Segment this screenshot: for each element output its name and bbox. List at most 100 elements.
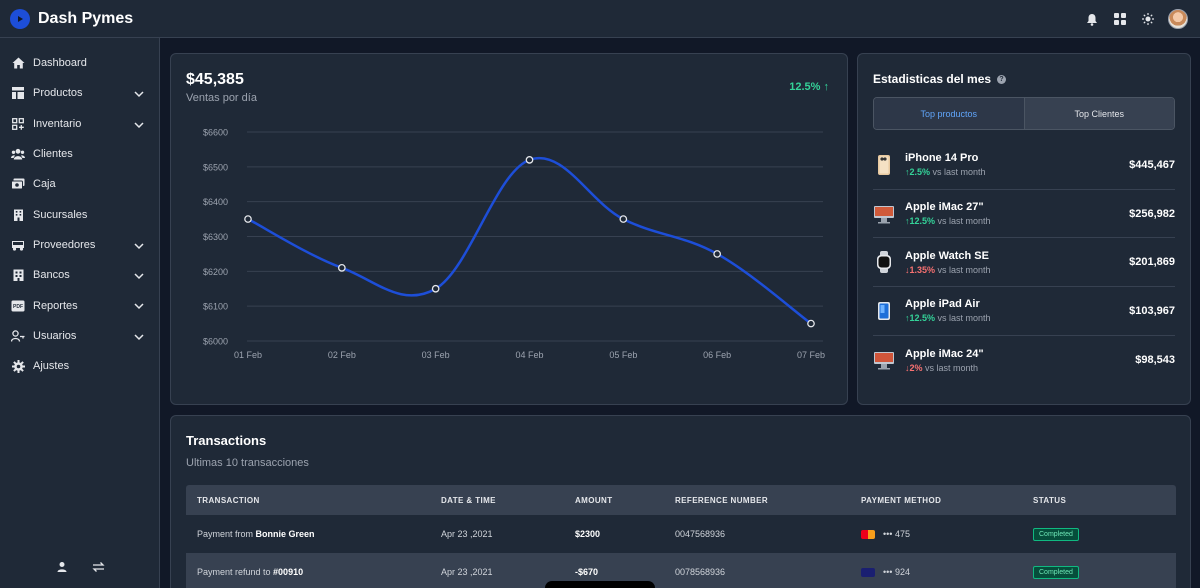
bell-icon[interactable] bbox=[1084, 11, 1100, 27]
product-thumbnail-icon bbox=[873, 300, 895, 322]
sidebar-item-ajustes[interactable]: Ajustes bbox=[0, 351, 159, 381]
product-name: Apple iPad Air bbox=[905, 298, 980, 311]
profile-icon[interactable] bbox=[56, 560, 68, 578]
tab-top-productos[interactable]: Top productos bbox=[874, 98, 1025, 129]
list-item[interactable]: Apple iMac 24" ↓2% vs last month $98,543 bbox=[873, 336, 1175, 385]
sidebar-item-label: Inventario bbox=[33, 117, 82, 130]
apps-grid-icon[interactable] bbox=[1112, 11, 1128, 27]
chevron-down-icon[interactable] bbox=[133, 299, 145, 311]
change-note: vs last month bbox=[937, 216, 991, 227]
sidebar-item-label: Ajustes bbox=[33, 360, 70, 373]
product-change: ↑12.5% vs last month bbox=[905, 313, 991, 323]
arrow-up-icon: ↑ bbox=[905, 313, 910, 324]
status-badge: Completed bbox=[1033, 565, 1079, 579]
list-item[interactable]: Apple Watch SE ↓1.35% vs last month $201,8… bbox=[873, 238, 1175, 288]
data-point[interactable] bbox=[244, 215, 252, 223]
chevron-down-icon[interactable] bbox=[133, 269, 145, 281]
product-name: Apple Watch SE bbox=[905, 249, 989, 262]
status-cell: Completed bbox=[1033, 527, 1176, 541]
data-point[interactable] bbox=[431, 284, 440, 293]
transaction-prefix: Payment from bbox=[197, 529, 256, 539]
change-percent: 1.35% bbox=[909, 264, 936, 275]
tab-top-clientes[interactable]: Top Clientes bbox=[1024, 98, 1174, 129]
sidebar-item-sucursales[interactable]: Sucursales bbox=[0, 199, 159, 229]
change-value: ↑2.5% bbox=[905, 167, 930, 177]
chevron-down-icon[interactable] bbox=[133, 239, 145, 251]
product-value: $256,982 bbox=[1129, 207, 1175, 220]
svg-text:PDF: PDF bbox=[13, 304, 23, 310]
product-change: ↓2% vs last month bbox=[905, 363, 984, 373]
product-change: ↑12.5% vs last month bbox=[905, 216, 991, 226]
change-note: vs last month bbox=[925, 362, 979, 373]
product-name: Apple iMac 27" bbox=[905, 201, 984, 214]
status-cell: Completed bbox=[1033, 565, 1176, 579]
product-value: $445,467 bbox=[1129, 158, 1175, 171]
help-icon[interactable]: ? bbox=[997, 74, 1007, 84]
sidebar-item-label: Proveedores bbox=[33, 238, 96, 251]
brand[interactable]: Dash Pymes bbox=[10, 8, 133, 29]
sidebar-item-clientes[interactable]: Clientes bbox=[0, 139, 159, 169]
data-point[interactable] bbox=[807, 319, 815, 328]
sidebar-item-dashboard[interactable]: Dashboard bbox=[0, 48, 159, 78]
sales-amount: $45,385 bbox=[186, 71, 244, 88]
table-row[interactable]: Payment from Bonnie Green Apr 23 ,2021 $23… bbox=[186, 515, 1176, 553]
data-point[interactable] bbox=[525, 156, 534, 164]
sidebar-item-label: Sucursales bbox=[33, 208, 88, 221]
chevron-down-icon[interactable] bbox=[133, 330, 145, 342]
amount-value: $2300 bbox=[575, 529, 601, 539]
product-change: ↓1.35% vs last month bbox=[905, 265, 991, 275]
data-point[interactable] bbox=[713, 250, 722, 258]
sidebar-item-label: Caja bbox=[33, 178, 56, 191]
chevron-down-icon[interactable] bbox=[133, 87, 145, 99]
avatar[interactable] bbox=[1168, 9, 1188, 29]
change-value: ↓1.35% bbox=[905, 265, 935, 275]
sidebar-item-usuarios[interactable]: Usuarios bbox=[0, 321, 159, 351]
sidebar-item-label: Reportes bbox=[33, 299, 78, 312]
scroll-indicator[interactable] bbox=[545, 581, 655, 588]
truck-icon bbox=[11, 238, 25, 252]
chevron-down-icon[interactable] bbox=[133, 118, 145, 130]
sidebar-item-productos[interactable]: Productos bbox=[0, 78, 159, 108]
sidebar-item-label: Clientes bbox=[33, 148, 73, 161]
sun-icon[interactable] bbox=[1140, 11, 1156, 27]
sidebar-item-caja[interactable]: Caja bbox=[0, 169, 159, 199]
y-tick-label: $6400 bbox=[203, 197, 228, 207]
y-tick-label: $6200 bbox=[203, 267, 228, 277]
data-point[interactable] bbox=[337, 264, 346, 272]
sidebar-item-proveedores[interactable]: Proveedores bbox=[0, 230, 159, 260]
building-icon bbox=[11, 208, 25, 222]
sidebar-item-bancos[interactable]: Bancos bbox=[0, 260, 159, 290]
y-tick-label: $6100 bbox=[203, 302, 228, 312]
list-item[interactable]: Apple iPad Air ↑12.5% vs last month $103,9… bbox=[873, 287, 1175, 336]
change-note: vs last month bbox=[937, 313, 991, 324]
change-value: ↑12.5% bbox=[905, 216, 935, 226]
product-value: $103,967 bbox=[1129, 304, 1175, 317]
product-change: ↑2.5% vs last month bbox=[905, 167, 986, 177]
stats-title: Estadisticas del mes ? bbox=[873, 72, 1007, 86]
card-last-digits: ••• 924 bbox=[883, 566, 910, 577]
y-tick-label: $6000 bbox=[203, 337, 228, 347]
user-key-icon bbox=[11, 329, 25, 343]
y-tick-label: $6600 bbox=[203, 128, 228, 138]
gear-icon bbox=[11, 359, 25, 373]
product-name: iPhone 14 Pro bbox=[905, 152, 979, 165]
change-percent: 2% bbox=[909, 362, 923, 373]
change-note: vs last month bbox=[937, 264, 991, 275]
transaction-date: Apr 23 ,2021 bbox=[441, 529, 493, 539]
x-tick-label: 07 Feb bbox=[797, 350, 825, 360]
sidebar-item-label: Bancos bbox=[33, 269, 70, 282]
switch-arrows-icon[interactable] bbox=[91, 560, 105, 578]
data-point[interactable] bbox=[619, 215, 628, 223]
sidebar-footer bbox=[0, 560, 160, 578]
arrow-up-icon: ↑ bbox=[905, 167, 910, 178]
table-row[interactable]: Payment refund to #00910 Apr 23 ,2021 -$67… bbox=[186, 553, 1176, 588]
list-item[interactable]: iPhone 14 Pro ↑2.5% vs last month $445,467 bbox=[873, 141, 1175, 190]
x-tick-label: 03 Feb bbox=[422, 350, 450, 360]
amount-value: -$670 bbox=[575, 567, 599, 577]
x-tick-label: 01 Feb bbox=[234, 350, 262, 360]
col-reference: REFERENCE NUMBER bbox=[675, 495, 769, 505]
list-item[interactable]: Apple iMac 27" ↑12.5% vs last month $256,9… bbox=[873, 190, 1175, 239]
change-note: vs last month bbox=[932, 167, 986, 178]
sidebar-item-inventario[interactable]: Inventario bbox=[0, 109, 159, 139]
sidebar-item-reportes[interactable]: PDF Reportes bbox=[0, 290, 159, 320]
